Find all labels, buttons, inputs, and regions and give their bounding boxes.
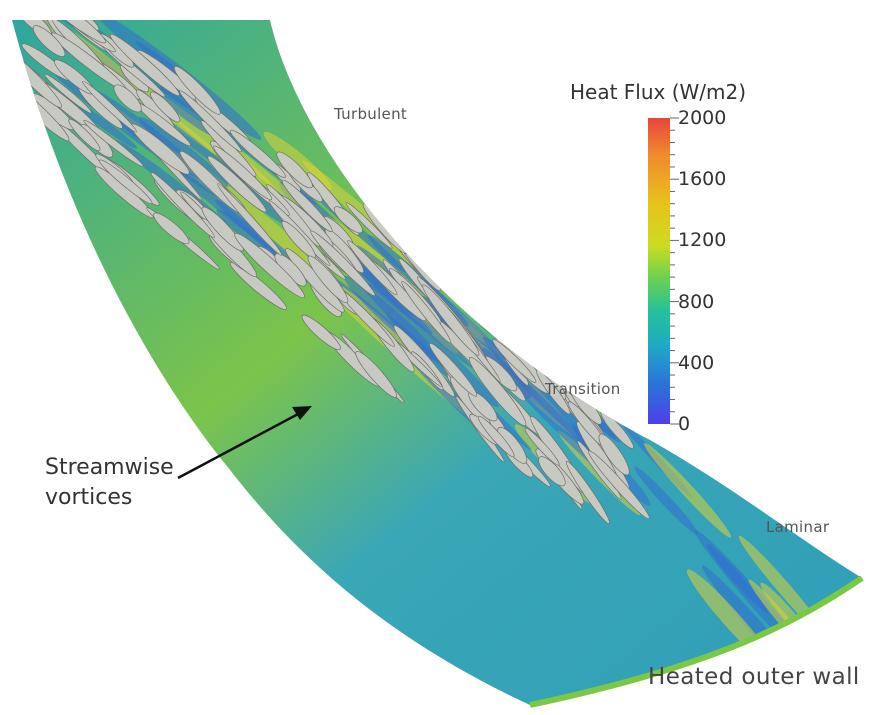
colorbar-tick-label: 800 <box>678 290 715 313</box>
heat-flux-colorbar <box>648 117 679 425</box>
vortices-label-line1: Streamwise <box>45 455 174 480</box>
wall-surface <box>12 20 864 708</box>
colorbar-tick-label: 400 <box>678 351 715 374</box>
transition-label: Transition <box>545 380 621 398</box>
colorbar-tick-label: 0 <box>678 413 691 435</box>
heated-wall-label: Heated outer wall <box>648 664 860 690</box>
colorbar-tick-label: 1200 <box>678 229 727 252</box>
colorbar-tick-label: 2000 <box>678 107 727 129</box>
colorbar-tick-label: 1600 <box>678 168 727 191</box>
turbulent-label: Turbulent <box>334 105 408 123</box>
vortices-arrow <box>177 406 312 480</box>
vortices-label: Streamwise vortices <box>45 453 174 513</box>
laminar-label: Laminar <box>766 518 830 536</box>
vortices-label-line2: vortices <box>45 485 133 510</box>
colorbar-title: Heat Flux (W/m2) <box>570 80 747 104</box>
